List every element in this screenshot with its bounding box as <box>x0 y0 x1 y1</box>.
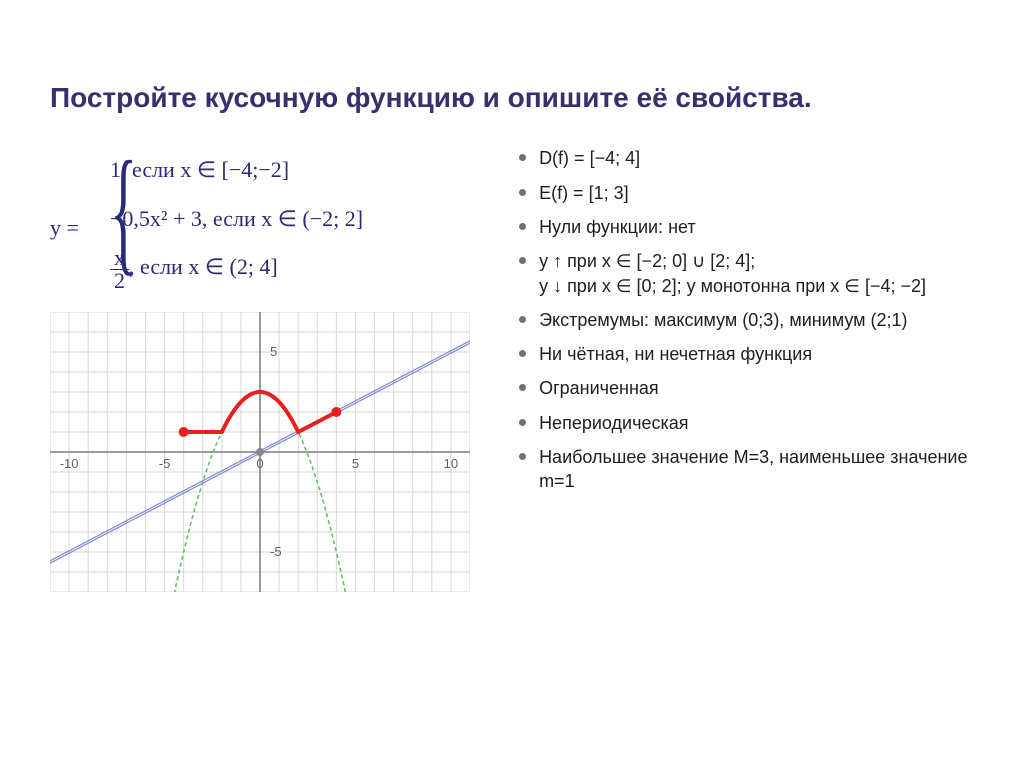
properties-list: D(f) = [−4; 4] E(f) = [1; 3] Нули функци… <box>517 146 974 493</box>
page-title: Постройте кусочную функцию и опишите её … <box>50 80 974 116</box>
svg-text:0: 0 <box>256 456 263 471</box>
svg-text:-5: -5 <box>159 456 171 471</box>
prop-zeros: Нули функции: нет <box>517 215 974 239</box>
prop-minmax: Наибольшее значение M=3, наименьшее знач… <box>517 445 974 494</box>
piecewise-formula: y = { 1, если x ∈ [−4;−2] −0,5x² + 3, ес… <box>50 146 487 291</box>
svg-text:10: 10 <box>444 456 458 471</box>
formula-piece-1: 1, если x ∈ [−4;−2] <box>110 146 487 194</box>
prop-extrema: Экстремумы: максимум (0;3), минимум (2;1… <box>517 308 974 332</box>
formula-y: y = <box>50 204 79 252</box>
prop-bounded: Ограниченная <box>517 376 974 400</box>
svg-text:5: 5 <box>270 344 277 359</box>
prop-parity: Ни чётная, ни нечетная функция <box>517 342 974 366</box>
svg-text:5: 5 <box>352 456 359 471</box>
svg-text:-10: -10 <box>60 456 79 471</box>
prop-range: E(f) = [1; 3] <box>517 181 974 205</box>
prop-periodic: Непериодическая <box>517 411 974 435</box>
function-chart: -10 -5 0 5 10 -5 5 <box>50 312 470 592</box>
formula-piece-3: x 2 , если x ∈ (2; 4] <box>110 243 487 291</box>
prop-domain: D(f) = [−4; 4] <box>517 146 974 170</box>
prop-monotonic: y ↑ при x ∈ [−2; 0] ∪ [2; 4]; y ↓ при x … <box>517 249 974 298</box>
brace-icon: { <box>110 141 137 281</box>
formula-piece-2: −0,5x² + 3, если x ∈ (−2; 2] <box>110 195 487 243</box>
formula-piece-3-tail: , если x ∈ (2; 4] <box>129 254 278 279</box>
svg-text:-5: -5 <box>270 544 282 559</box>
